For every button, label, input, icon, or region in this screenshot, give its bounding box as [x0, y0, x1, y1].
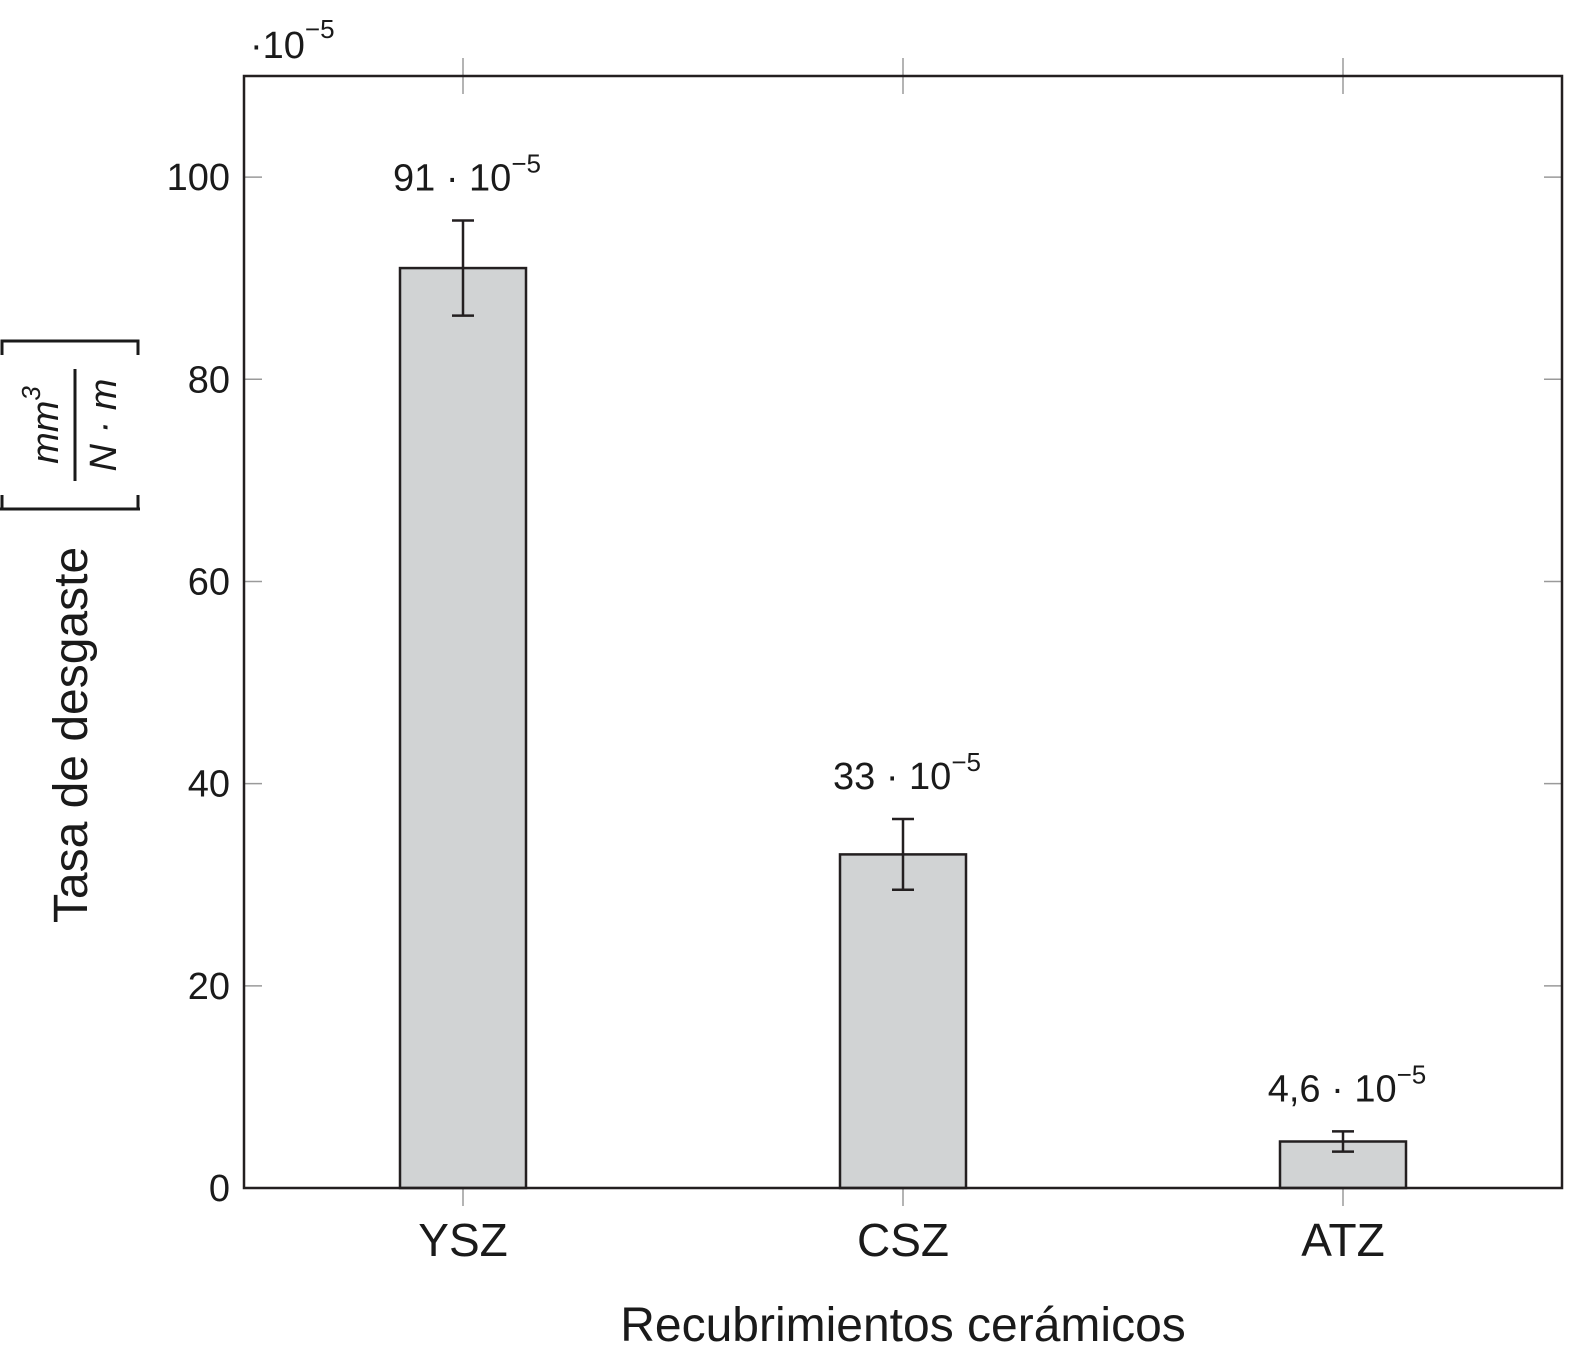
bar-csz: [838, 853, 968, 1190]
data-label-base: 33 · 10: [833, 756, 951, 798]
data-label-base: 4,6 · 10: [1268, 1068, 1397, 1110]
error-bars: [452, 219, 1354, 1153]
bars: [398, 266, 1408, 1190]
x-tick-label: YSZ: [418, 1214, 507, 1266]
x-tick-label: CSZ: [857, 1214, 949, 1266]
x-tick-label: ATZ: [1301, 1214, 1384, 1266]
x-axis-title: Recubrimientos cerámicos: [620, 1299, 1186, 1352]
data-label-exponent: −5: [511, 149, 541, 179]
y-tick-label: 100: [167, 157, 230, 199]
y-tick-label: 80: [188, 359, 230, 401]
scale-factor-label: ·10−5: [250, 14, 335, 67]
y-tick-label: 20: [188, 966, 230, 1008]
unit-numerator: mm3: [16, 386, 67, 464]
data-label-atz: 4,6 · 10−5: [1268, 1059, 1427, 1110]
data-label-csz: 33 · 10−5: [833, 747, 981, 798]
data-label-exponent: −5: [1397, 1059, 1427, 1089]
scale-factor-exponent: −5: [305, 14, 335, 44]
y-axis-title: Tasa de desgaste: [45, 547, 98, 923]
bar-ysz: [398, 266, 528, 1190]
unit-numerator-exponent: 3: [16, 386, 46, 401]
unit-bracket-left-shape: [0, 495, 140, 511]
scale-factor-base: ·10: [250, 25, 305, 67]
unit-numerator-base: mm: [25, 401, 67, 464]
y-tick-label: 40: [188, 764, 230, 806]
unit-denominator: N · m: [83, 379, 125, 472]
y-tick-label: 60: [188, 561, 230, 603]
data-label-base: 91 · 10: [393, 158, 511, 200]
plot-area-frame: [242, 74, 1564, 1190]
y-axis-unit: mm3 N · m: [0, 339, 140, 511]
data-label-exponent: −5: [951, 747, 981, 777]
unit-bracket-right-shape: [0, 339, 140, 355]
y-tick-label: 0: [209, 1168, 230, 1210]
data-label-ysz: 91 · 10−5: [393, 149, 541, 200]
